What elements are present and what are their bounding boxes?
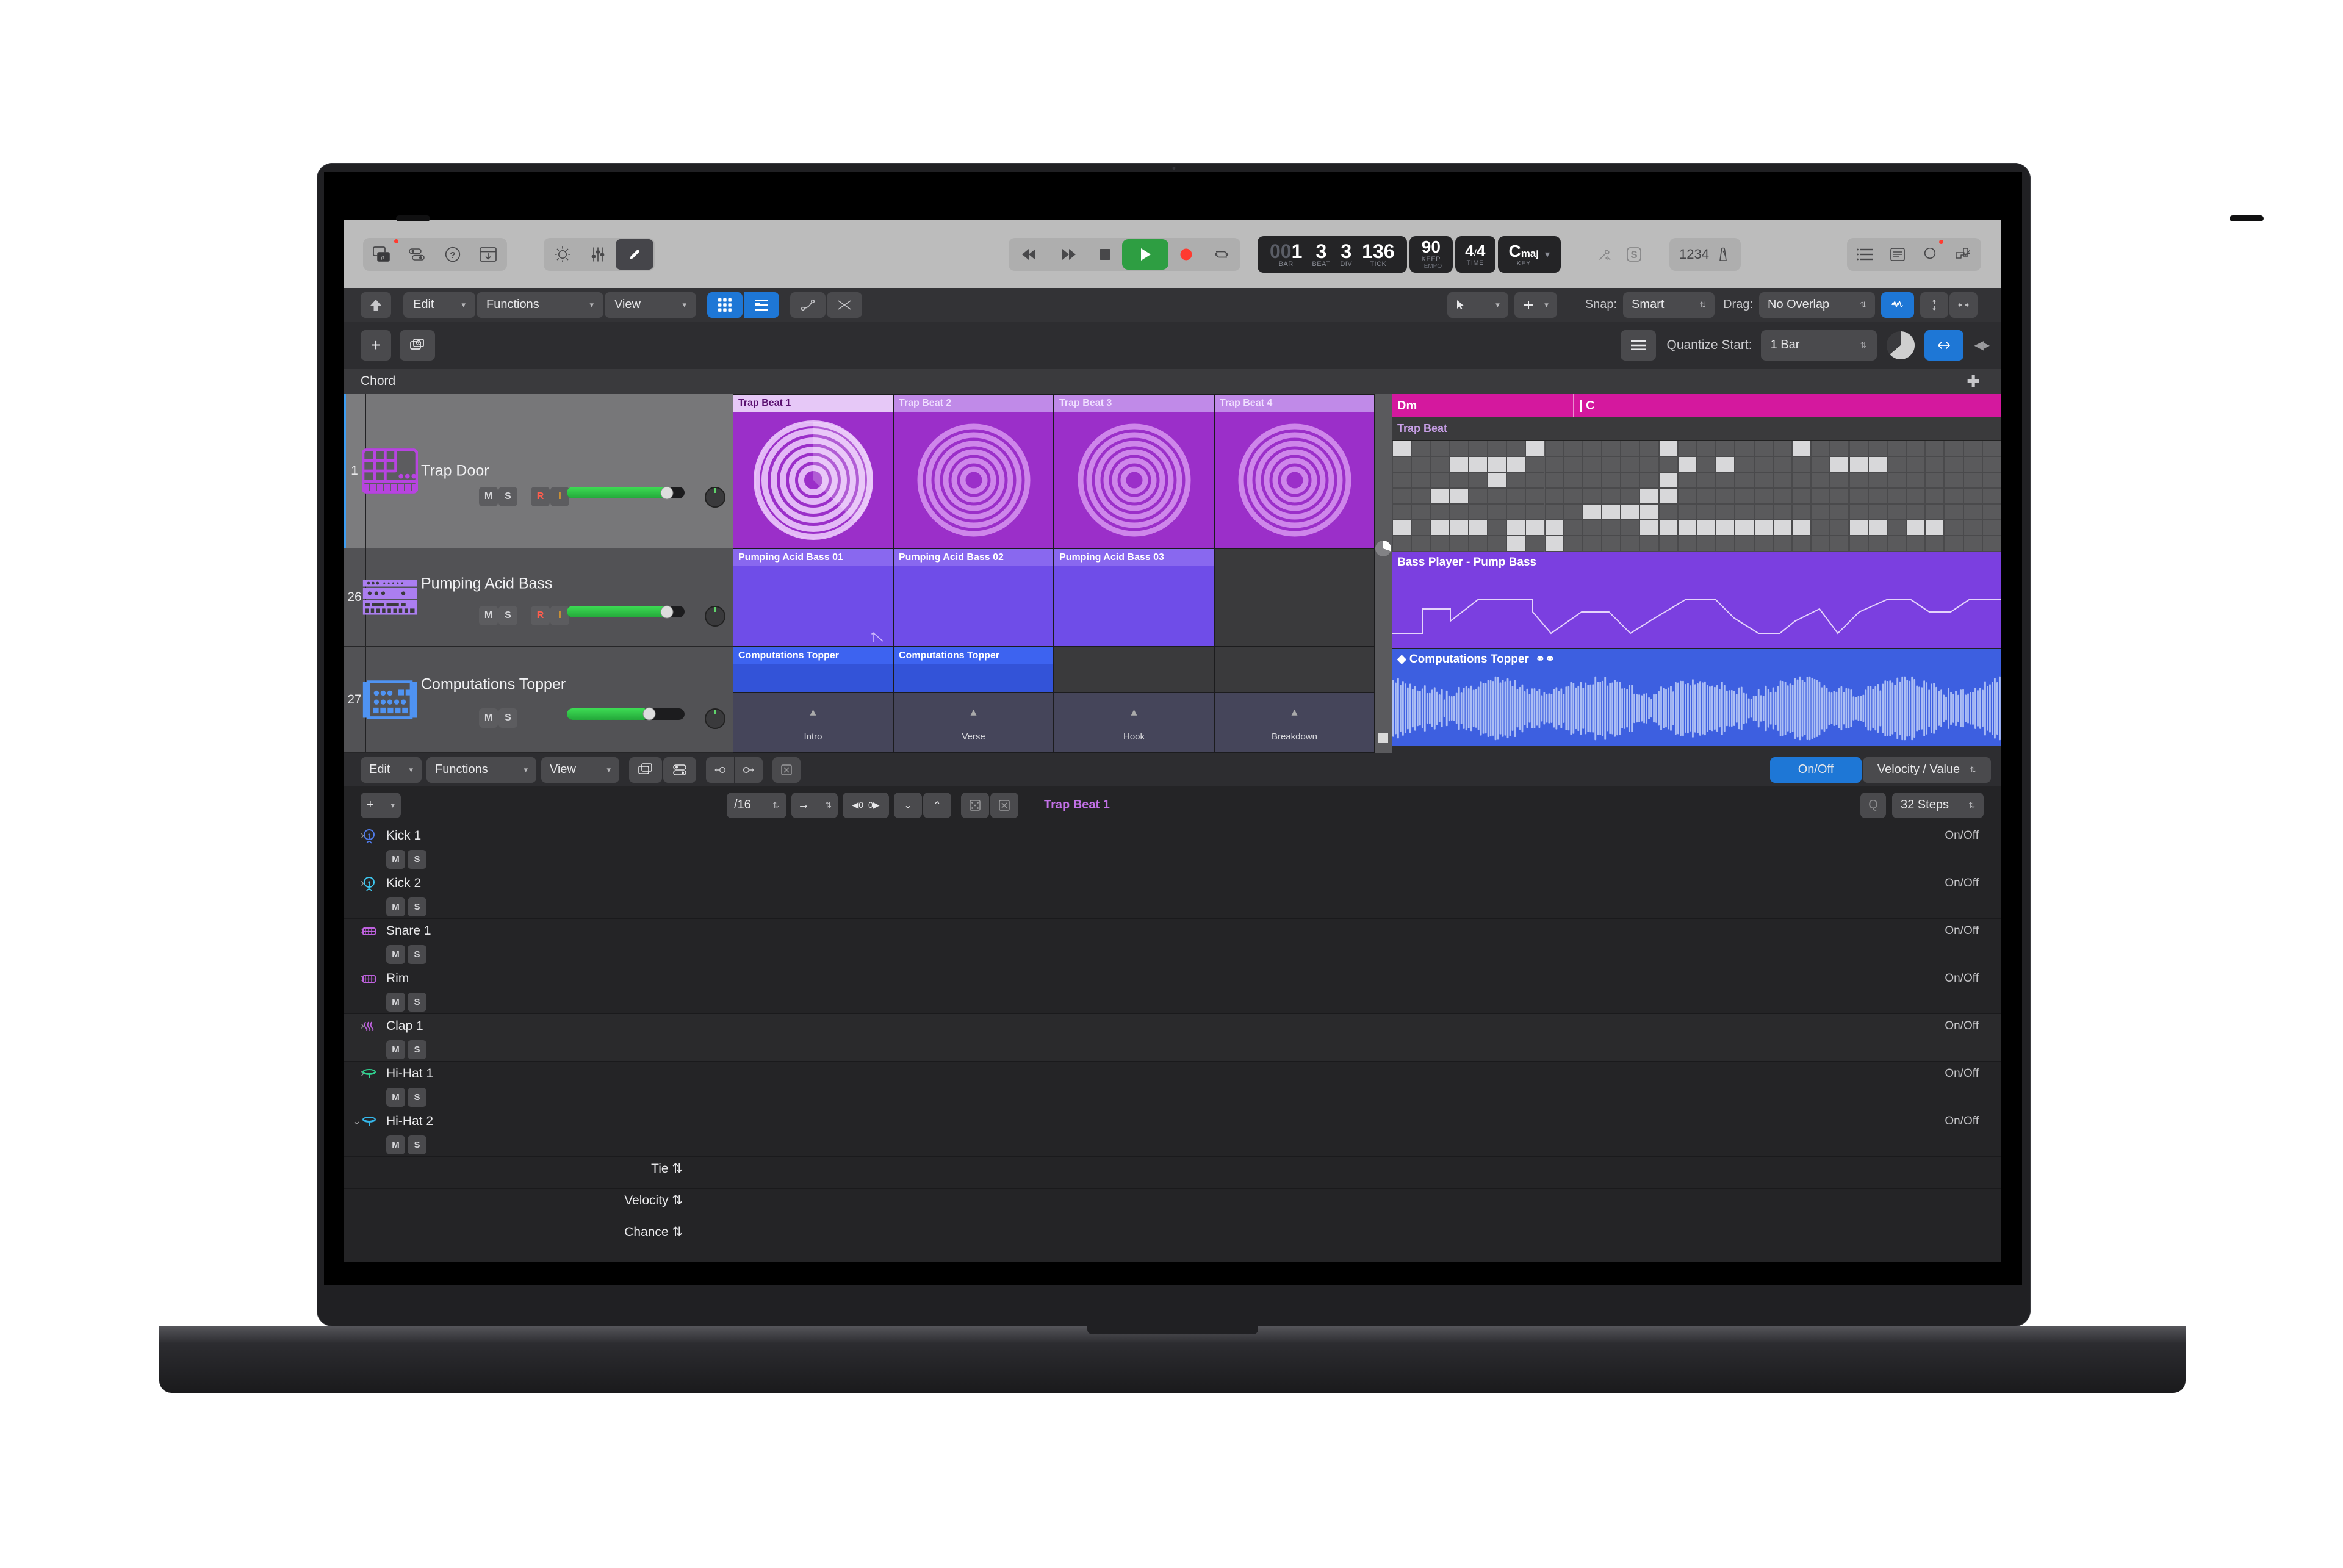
svg-text:?: ?: [450, 250, 455, 261]
svg-text:S: S: [1630, 249, 1637, 261]
